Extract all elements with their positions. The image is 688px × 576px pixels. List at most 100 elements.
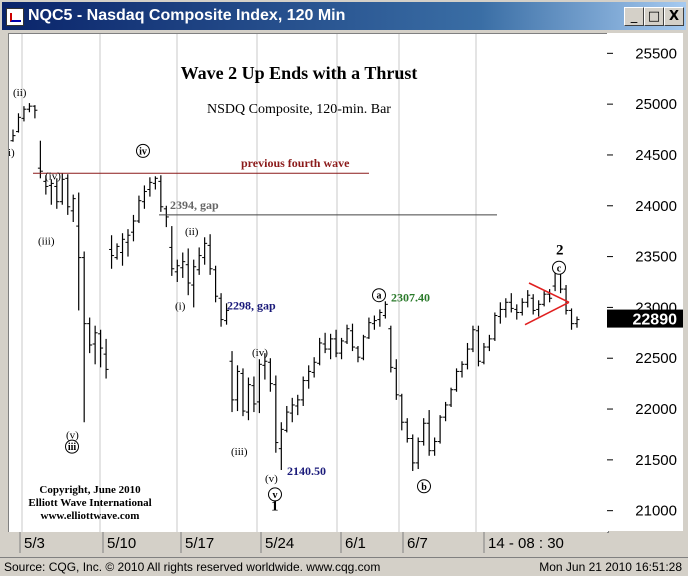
ohlc-bar — [240, 368, 246, 417]
ohlc-bar — [81, 251, 87, 423]
x-tick-label: 14 - 08 : 30 — [488, 535, 564, 552]
y-tick-label: 23500 — [635, 249, 677, 266]
maximize-button[interactable]: □ — [644, 7, 664, 26]
wave-label-a-circled-ring — [372, 288, 386, 303]
last-price-label: 22890 — [633, 312, 678, 329]
price-chart-svg: previous fourth wave 2394, gap 2298, gap 23… — [8, 34, 580, 532]
ohlc-bar — [475, 325, 481, 367]
ohlc-bar — [141, 185, 147, 209]
ohlc-bar — [322, 332, 328, 354]
ohlc-bar — [48, 179, 54, 205]
ohlc-bar — [109, 235, 115, 269]
ohlc-bar — [273, 375, 279, 453]
ohlc-bar — [355, 346, 361, 363]
ohlc-bar — [508, 293, 514, 313]
wave-label-c-circled-text: c — [557, 263, 562, 274]
minimize-button[interactable]: _ — [624, 7, 644, 26]
wave-label-iii-small: (iii) — [38, 235, 55, 247]
ohlc-bar — [399, 393, 405, 431]
ohlc-bar — [569, 308, 575, 330]
wave-label-2: 2 — [556, 243, 564, 259]
ohlc-bar — [114, 243, 120, 260]
ohlc-bar — [65, 174, 71, 215]
title-bar[interactable]: NQC5 - Nasdaq Composite Index, 120 Min _… — [2, 2, 686, 30]
ohlc-bar — [443, 401, 449, 422]
wave-label-v-minor: (v) — [265, 473, 278, 485]
close-button[interactable]: X — [664, 7, 684, 26]
ohlc-bar — [207, 234, 213, 275]
x-tick-label: 5/17 — [185, 535, 214, 552]
time-axis-svg: 5/3 5/10 5/17 5/24 6/1 6/7 14 - 08 : 30 — [19, 532, 564, 553]
ohlc-bar — [366, 317, 372, 339]
wave-label-c-circled-ring — [552, 260, 566, 275]
copyright-line: Copyright, June 2010 — [39, 484, 141, 496]
ohlc-bar — [344, 324, 350, 344]
ohlc-bar — [306, 365, 312, 389]
ohlc-bar — [169, 226, 175, 276]
ohlc-bar — [163, 205, 169, 228]
y-tick-label: 25500 — [635, 45, 677, 62]
ohlc-bar — [486, 334, 492, 352]
ohlc-bar — [536, 300, 542, 317]
wave-label-ii-small: (ii) — [13, 87, 27, 99]
x-tick-label: 6/1 — [345, 535, 366, 552]
ohlc-bar — [136, 195, 142, 224]
chart-subtitle: NSDQ Composite, 120-min. Bar — [207, 102, 391, 117]
ohlc-bar — [130, 214, 136, 242]
y-tick-label: 21500 — [635, 452, 677, 469]
ohlc-bar — [59, 173, 65, 205]
y-tick-label: 22000 — [635, 401, 677, 418]
x-tick-label: 5/24 — [265, 535, 294, 552]
ohlc-bar — [563, 285, 569, 315]
ohlc-bar — [202, 237, 208, 265]
wave-label-iv-circled: iv — [136, 143, 150, 158]
ohlc-bar — [289, 397, 295, 423]
ohlc-bar — [377, 309, 383, 327]
ohlc-bar — [218, 293, 224, 327]
ohlc-bar — [251, 376, 257, 413]
ohlc-bar — [32, 105, 38, 119]
ohlc-bar — [328, 333, 334, 360]
ohlc-bar — [339, 337, 345, 360]
wave-label-c-circled: c — [552, 260, 566, 275]
ohlc-bar — [415, 437, 421, 469]
ohlc-bar — [481, 342, 487, 365]
ohlc-bar — [459, 361, 465, 378]
ohlc-bar — [426, 410, 432, 456]
plot-area[interactable]: previous fourth wave 2394, gap 2298, gap 23… — [8, 33, 609, 533]
time-axis[interactable]: 5/3 5/10 5/17 5/24 6/1 6/7 14 - 08 : 30 — [8, 532, 607, 553]
copyright-line: www.elliottwave.com — [41, 510, 140, 522]
ohlc-bar — [158, 175, 164, 212]
wave-label-ii-minor: (ii) — [185, 226, 199, 238]
x-tick-label: 5/3 — [24, 535, 45, 552]
ohlc-bar — [300, 376, 306, 406]
ohlc-bar — [152, 176, 158, 190]
ohlc-bar — [196, 247, 202, 275]
ohlc-bar — [224, 303, 230, 325]
ohlc-bar — [262, 353, 268, 380]
wave-label-iii-circled-text: iii — [68, 442, 77, 453]
status-bar: Source: CQG, Inc. © 2010 All rights rese… — [0, 557, 688, 576]
wave-label-i-minor: (i) — [175, 300, 186, 312]
price-axis[interactable]: 21000 21500 22000 22500 23000 23500 24000 24500… — [607, 33, 683, 531]
wave-label-iv-circled-text: iv — [139, 146, 147, 157]
ohlc-bar — [284, 405, 290, 433]
ohlc-bar — [574, 316, 580, 328]
wave-label-iii-circled: iii — [65, 439, 79, 454]
ohlc-bar — [371, 315, 377, 330]
wave-label-i-small: i) — [9, 147, 15, 159]
ohlc-bar — [147, 177, 153, 197]
wave-label-v-circled-text: v — [273, 490, 278, 501]
wave-label-a-circled: a — [372, 288, 386, 303]
ohlc-bar — [103, 338, 109, 379]
ohlc-bar — [437, 415, 443, 444]
ohlc-bar — [410, 434, 416, 472]
ohlc-bar — [295, 394, 301, 416]
ohlc-bar — [393, 359, 399, 400]
ohlc-bar — [92, 325, 98, 365]
gap-2394-label: 2394, gap — [170, 198, 219, 212]
ohlc-bar — [245, 377, 251, 421]
y-tick-label: 21000 — [635, 503, 677, 520]
ohlc-bar — [530, 294, 536, 315]
